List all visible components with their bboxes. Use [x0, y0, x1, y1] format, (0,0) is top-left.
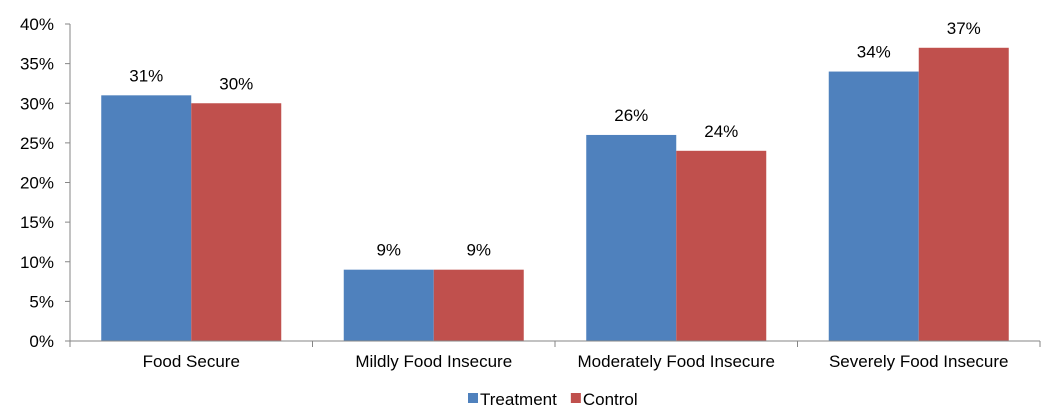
data-label: 30% — [219, 74, 253, 93]
legend-label-treatment: Treatment — [480, 390, 557, 409]
y-tick-label: 10% — [20, 253, 54, 272]
category-label: Mildly Food Insecure — [355, 352, 512, 371]
bar-control — [919, 48, 1009, 341]
y-axis: 0% 5% 10% 15% 20% 25% 30% 35% 40% — [20, 15, 70, 351]
legend: Treatment Control — [468, 390, 638, 409]
data-label: 26% — [614, 106, 648, 125]
y-tick-label: 15% — [20, 213, 54, 232]
bar-control — [191, 103, 281, 341]
bar-treatment — [829, 72, 919, 341]
bar-treatment — [586, 135, 676, 341]
bar-treatment — [344, 270, 434, 341]
y-tick-label: 30% — [20, 94, 54, 113]
y-tick-label: 25% — [20, 134, 54, 153]
legend-swatch-treatment — [468, 393, 478, 403]
category-label: Food Secure — [143, 352, 240, 371]
legend-label-control: Control — [583, 390, 638, 409]
data-label: 24% — [704, 122, 738, 141]
data-label: 34% — [857, 43, 891, 62]
category-label: Severely Food Insecure — [829, 352, 1009, 371]
y-tick-label: 35% — [20, 55, 54, 74]
legend-swatch-control — [571, 393, 581, 403]
data-label: 31% — [129, 66, 163, 85]
bar-control — [434, 270, 524, 341]
y-tick-label: 5% — [29, 292, 54, 311]
data-label: 9% — [376, 241, 401, 260]
y-tick-label: 20% — [20, 174, 54, 193]
x-axis: Food Secure Mildly Food Insecure Moderatel… — [70, 341, 1040, 371]
y-tick-label: 40% — [20, 15, 54, 34]
bar-control — [676, 151, 766, 341]
data-label: 37% — [947, 19, 981, 38]
data-label: 9% — [466, 241, 491, 260]
y-tick-label: 0% — [29, 332, 54, 351]
category-label: Moderately Food Insecure — [578, 352, 776, 371]
bar-treatment — [101, 95, 191, 341]
